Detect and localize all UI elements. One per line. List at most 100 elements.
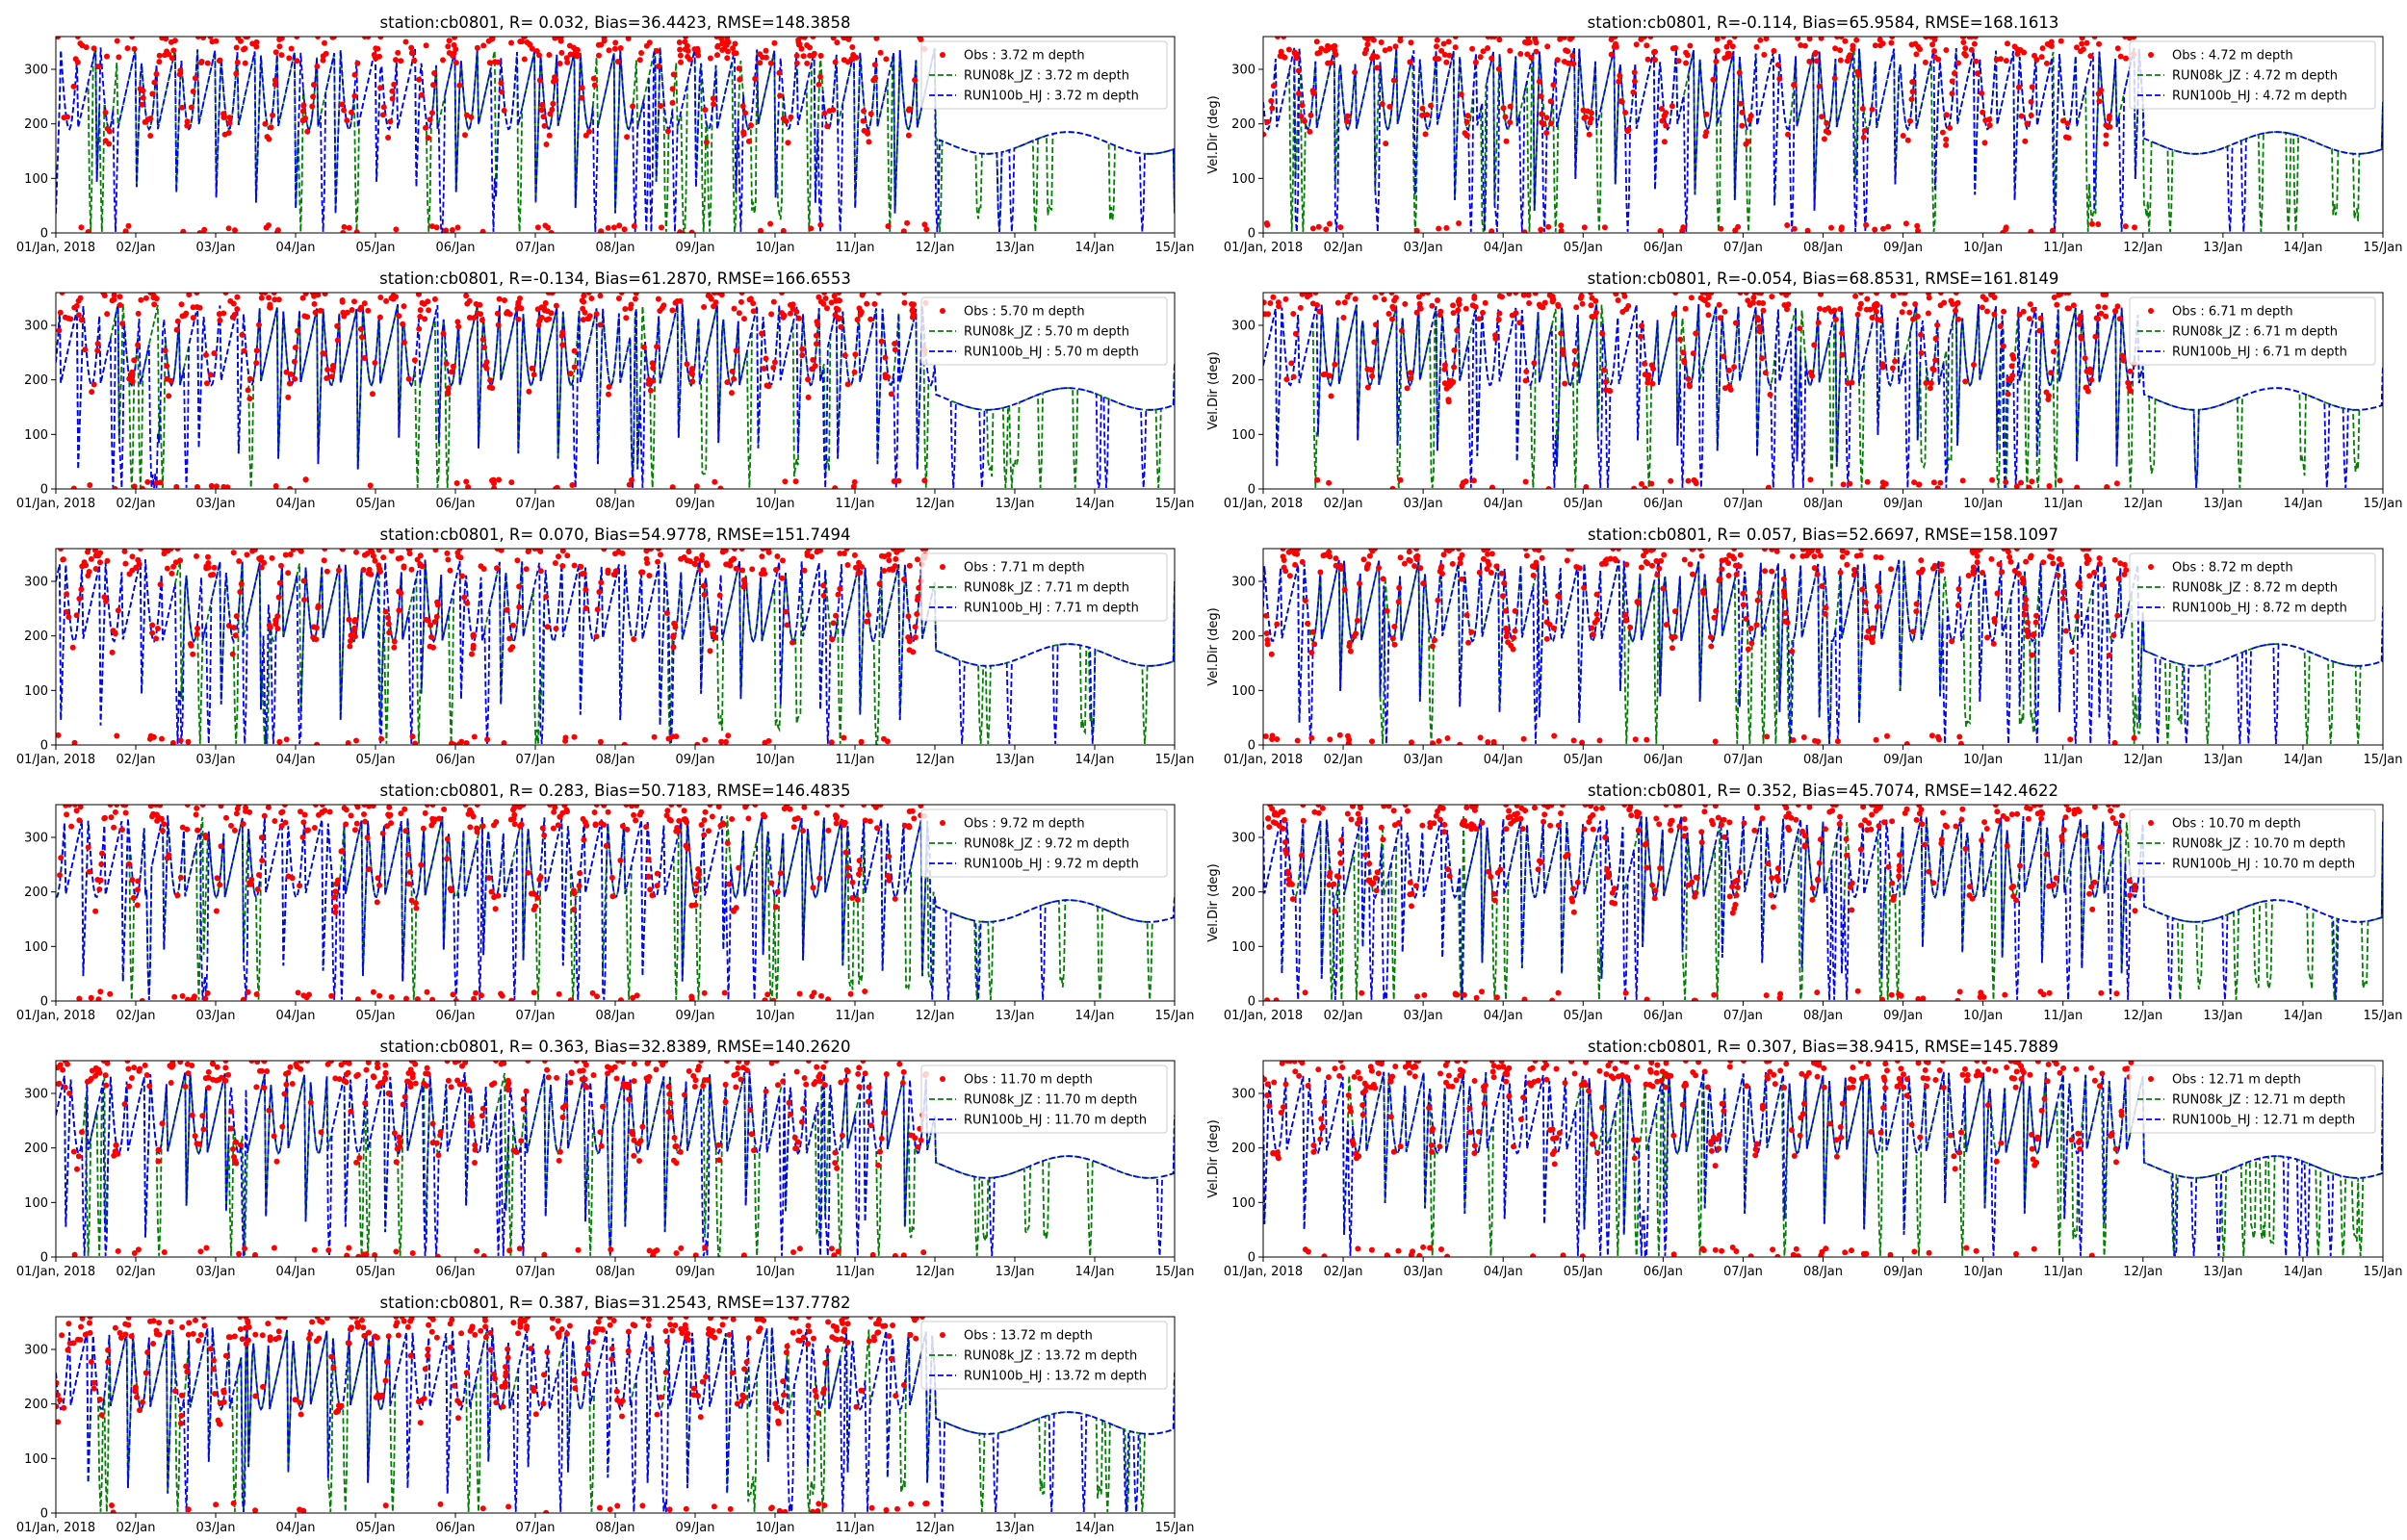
obs-point: [1488, 37, 1495, 39]
obs-point: [398, 810, 404, 817]
obs-point: [869, 1251, 876, 1257]
obs-point: [135, 886, 141, 893]
obs-point: [741, 316, 747, 322]
obs-point: [710, 95, 716, 102]
obs-point: [1528, 54, 1535, 61]
obs-point: [351, 633, 358, 640]
obs-point: [765, 383, 772, 390]
obs-point: [1415, 294, 1422, 300]
obs-point: [1772, 1081, 1778, 1088]
obs-point: [1433, 812, 1439, 819]
obs-point: [1543, 115, 1550, 121]
obs-point: [334, 322, 341, 329]
obs-point: [1993, 1158, 2000, 1165]
obs-point: [1579, 300, 1586, 307]
x-tick-label: 10/Jan: [1963, 753, 2003, 767]
obs-point: [1419, 105, 1426, 112]
obs-point: [1698, 552, 1705, 559]
obs-point: [1558, 222, 1565, 229]
obs-point: [525, 869, 531, 876]
obs-point: [2003, 58, 2009, 64]
obs-point: [543, 317, 550, 323]
obs-point: [60, 1066, 66, 1073]
x-tick-label: 07/Jan: [516, 1265, 556, 1279]
obs-point: [1540, 121, 1547, 128]
obs-point: [1375, 1070, 1382, 1077]
obs-point: [1799, 549, 1806, 552]
obs-point: [1837, 813, 1844, 820]
obs-point: [461, 594, 468, 601]
obs-point: [1419, 112, 1426, 118]
obs-point: [862, 988, 868, 994]
obs-point: [899, 1080, 906, 1087]
obs-point: [754, 1317, 761, 1322]
obs-point: [2043, 851, 2050, 858]
obs-point: [923, 226, 930, 233]
obs-point: [228, 822, 234, 829]
obs-point: [659, 224, 664, 231]
obs-point: [268, 124, 274, 131]
obs-point: [96, 1397, 103, 1402]
obs-point: [1299, 558, 1306, 565]
obs-point: [601, 805, 608, 808]
obs-point: [86, 868, 92, 875]
obs-point: [366, 866, 372, 873]
obs-point: [304, 314, 311, 321]
obs-point: [1562, 1080, 1568, 1087]
obs-point: [387, 118, 394, 125]
obs-point: [1974, 70, 1980, 77]
obs-point: [85, 844, 91, 851]
obs-point: [119, 321, 126, 327]
obs-point: [324, 1317, 330, 1322]
obs-point: [774, 553, 781, 559]
obs-point: [1783, 813, 1790, 820]
obs-point: [815, 294, 822, 300]
obs-point: [1520, 293, 1527, 298]
obs-point: [1607, 1061, 1614, 1065]
plot-area: [1263, 1061, 2383, 1257]
obs-point: [806, 1328, 813, 1335]
obs-point: [1414, 552, 1421, 559]
obs-point: [1596, 737, 1603, 744]
obs-point: [2037, 315, 2044, 321]
obs-point: [885, 223, 892, 229]
obs-point: [1736, 563, 1743, 570]
legend-label: Obs : 7.71 m depth: [964, 561, 1085, 576]
obs-point: [1295, 67, 1302, 74]
obs-point: [2017, 862, 2023, 869]
obs-point: [2044, 40, 2051, 47]
obs-point: [1694, 875, 1700, 881]
x-tick-label: 14/Jan: [2283, 497, 2322, 511]
x-tick-label: 01/Jan, 2018: [1224, 753, 1303, 767]
obs-point: [786, 1099, 792, 1106]
obs-point: [199, 805, 206, 808]
obs-point: [2007, 1061, 2014, 1064]
obs-point: [375, 549, 382, 553]
obs-point: [654, 1247, 660, 1253]
obs-point: [1468, 629, 1475, 635]
obs-point: [1682, 305, 1689, 312]
obs-point: [1862, 607, 1869, 614]
obs-point: [465, 1087, 472, 1092]
obs-point: [618, 293, 625, 295]
obs-point: [731, 375, 738, 382]
obs-point: [1952, 1166, 1958, 1172]
obs-point: [425, 1352, 431, 1359]
obs-point: [1812, 49, 1819, 56]
obs-point: [646, 1317, 652, 1322]
obs-point: [701, 832, 708, 838]
obs-point: [97, 550, 104, 556]
obs-point: [644, 560, 651, 566]
obs-point: [404, 1078, 410, 1085]
obs-point: [242, 60, 248, 66]
obs-point: [1435, 297, 1440, 303]
obs-point: [409, 1074, 416, 1081]
obs-point: [907, 1332, 914, 1338]
obs-point: [1457, 555, 1463, 562]
obs-point: [324, 568, 330, 575]
obs-point: [1516, 320, 1523, 326]
x-tick-label: 01/Jan, 2018: [16, 497, 95, 511]
subplot-title: station:cb0801, R= 0.352, Bias=45.7074, …: [1588, 782, 2058, 800]
obs-point: [246, 396, 253, 402]
